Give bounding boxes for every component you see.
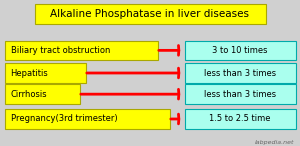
FancyBboxPatch shape xyxy=(4,84,80,104)
Text: less than 3 times: less than 3 times xyxy=(204,68,276,78)
FancyBboxPatch shape xyxy=(34,4,266,24)
FancyBboxPatch shape xyxy=(184,41,296,60)
FancyBboxPatch shape xyxy=(184,109,296,129)
FancyBboxPatch shape xyxy=(4,41,158,60)
Text: Hepatitis: Hepatitis xyxy=(11,68,48,78)
FancyBboxPatch shape xyxy=(4,109,169,129)
Text: 1.5 to 2.5 time: 1.5 to 2.5 time xyxy=(209,114,271,124)
Text: Pregnancy(3rd trimester): Pregnancy(3rd trimester) xyxy=(11,114,117,124)
FancyBboxPatch shape xyxy=(184,84,296,104)
Text: labpedia.net: labpedia.net xyxy=(254,140,294,145)
Text: less than 3 times: less than 3 times xyxy=(204,90,276,99)
Text: 3 to 10 times: 3 to 10 times xyxy=(212,46,268,55)
Text: Cirrhosis: Cirrhosis xyxy=(11,90,47,99)
FancyBboxPatch shape xyxy=(4,63,85,83)
FancyBboxPatch shape xyxy=(184,63,296,83)
Text: Alkaline Phosphatase in liver diseases: Alkaline Phosphatase in liver diseases xyxy=(50,9,250,19)
Text: Biliary tract obstruction: Biliary tract obstruction xyxy=(11,46,110,55)
